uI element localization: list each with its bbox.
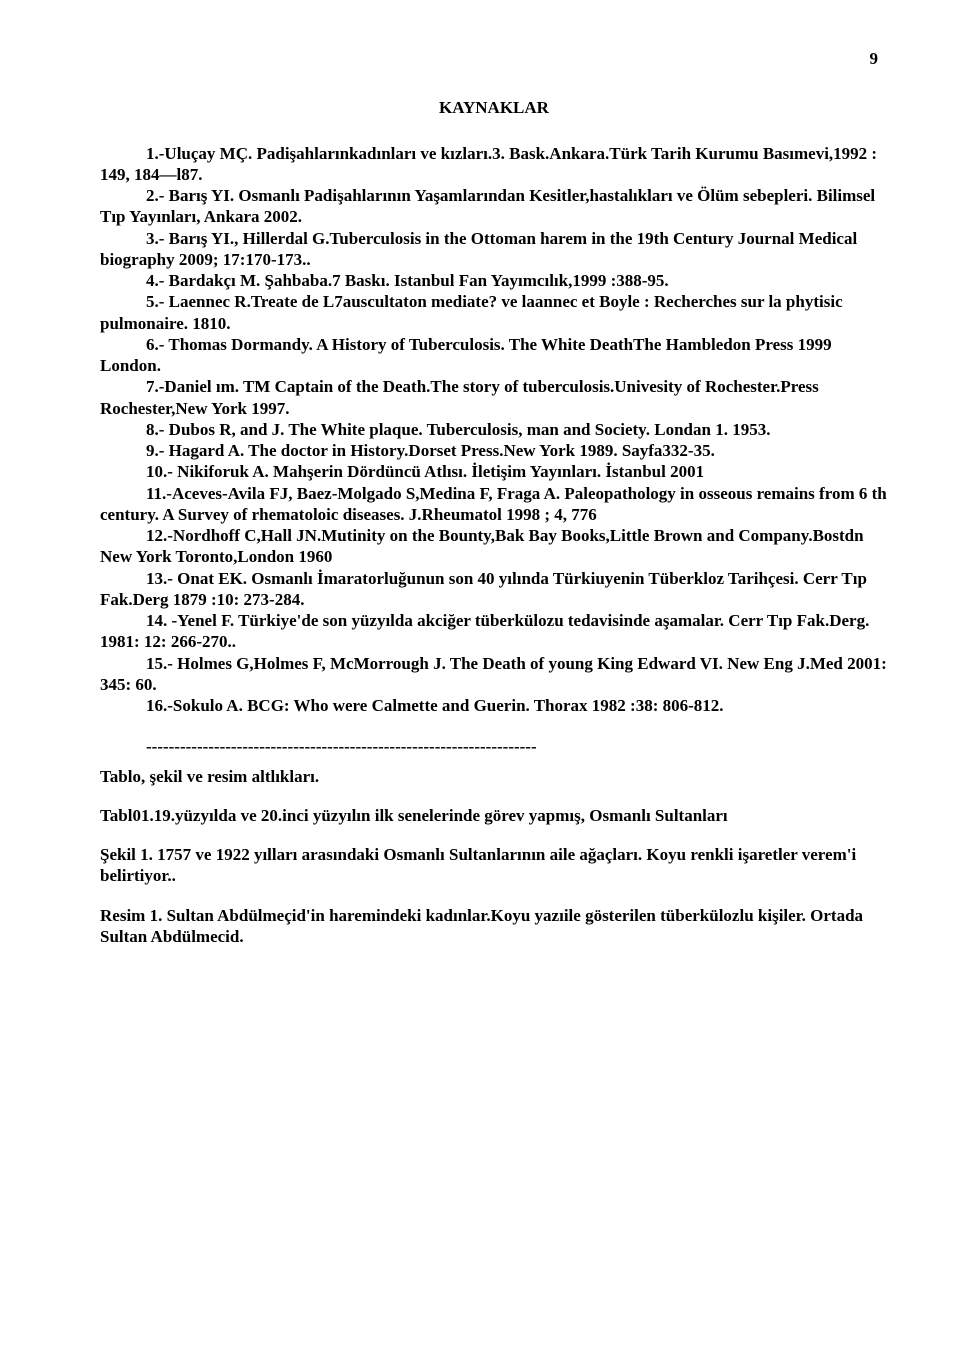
table-caption: Tabl01.19.yüzyılda ve 20.inci yüzyılın i… — [100, 805, 888, 826]
reference-item: 7.-Daniel ım. TM Captain of the Death.Th… — [100, 376, 888, 419]
reference-item: 2.- Barış YI. Osmanlı Padişahlarının Yaş… — [100, 185, 888, 228]
reference-item: 11.-Aceves-Avila FJ, Baez-Molgado S,Medi… — [100, 483, 888, 526]
reference-item: 3.- Barış YI., Hillerdal G.Tuberculosis … — [100, 228, 888, 271]
references-block: 1.-Uluçay MÇ. Padişahlarınkadınları ve k… — [100, 143, 888, 717]
reference-item: 10.- Nikiforuk A. Mahşerin Dördüncü Atlı… — [100, 461, 888, 482]
reference-item: 13.- Onat EK. Osmanlı İmaratorluğunun so… — [100, 568, 888, 611]
reference-item: 4.- Bardakçı M. Şahbaba.7 Baskı. Istanbu… — [100, 270, 888, 291]
image-caption: Resim 1. Sultan Abdülmeçid'in haremindek… — [100, 905, 888, 948]
reference-item: 1.-Uluçay MÇ. Padişahlarınkadınları ve k… — [100, 143, 888, 186]
reference-item: 5.- Laennec R.Treate de L7auscultaton me… — [100, 291, 888, 334]
references-heading: KAYNAKLAR — [100, 97, 888, 118]
page-number: 9 — [100, 48, 888, 69]
reference-item: 8.- Dubos R, and J. The White plaque. Tu… — [100, 419, 888, 440]
reference-item: 12.-Nordhoff C,Hall JN.Mutinity on the B… — [100, 525, 888, 568]
reference-item: 6.- Thomas Dormandy. A History of Tuberc… — [100, 334, 888, 377]
caption-intro: Tablo, şekil ve resim altlıkları. — [100, 766, 888, 787]
reference-item: 14. -Yenel F. Türkiye'de son yüzyılda ak… — [100, 610, 888, 653]
reference-item: 9.- Hagard A. The doctor in History.Dors… — [100, 440, 888, 461]
figure-caption: Şekil 1. 1757 ve 1922 yılları arasındaki… — [100, 844, 888, 887]
reference-item: 15.- Holmes G,Holmes F, McMorrough J. Th… — [100, 653, 888, 696]
reference-item: 16.-Sokulo A. BCG: Who were Calmette and… — [100, 695, 888, 716]
divider-line: ----------------------------------------… — [100, 736, 888, 757]
